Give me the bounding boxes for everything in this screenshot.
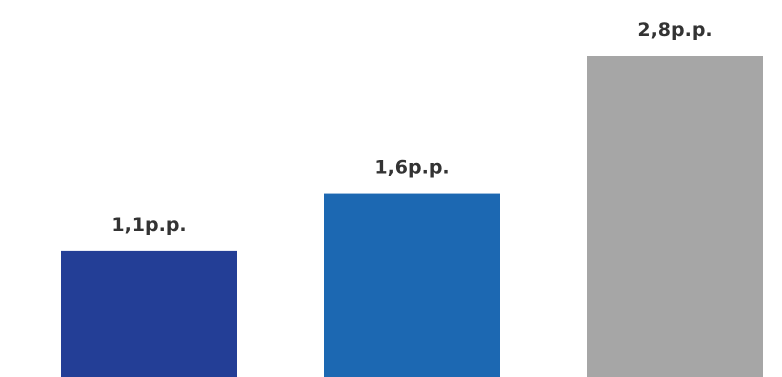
data-label-2: 1,6p.p. <box>374 157 449 179</box>
data-labels-group: 1,1p.p. 1,6p.p. 2,8p.p. <box>111 19 712 236</box>
bar-2 <box>324 193 500 377</box>
bars-group <box>61 56 763 377</box>
data-label-1: 1,1p.p. <box>111 214 186 236</box>
bar-1 <box>61 250 237 377</box>
data-label-3: 2,8p.p. <box>637 19 712 41</box>
bar-3 <box>587 56 763 377</box>
